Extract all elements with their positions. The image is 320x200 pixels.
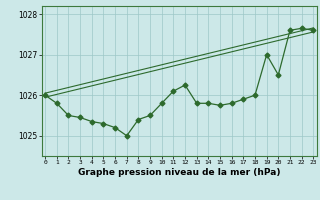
X-axis label: Graphe pression niveau de la mer (hPa): Graphe pression niveau de la mer (hPa): [78, 168, 280, 177]
